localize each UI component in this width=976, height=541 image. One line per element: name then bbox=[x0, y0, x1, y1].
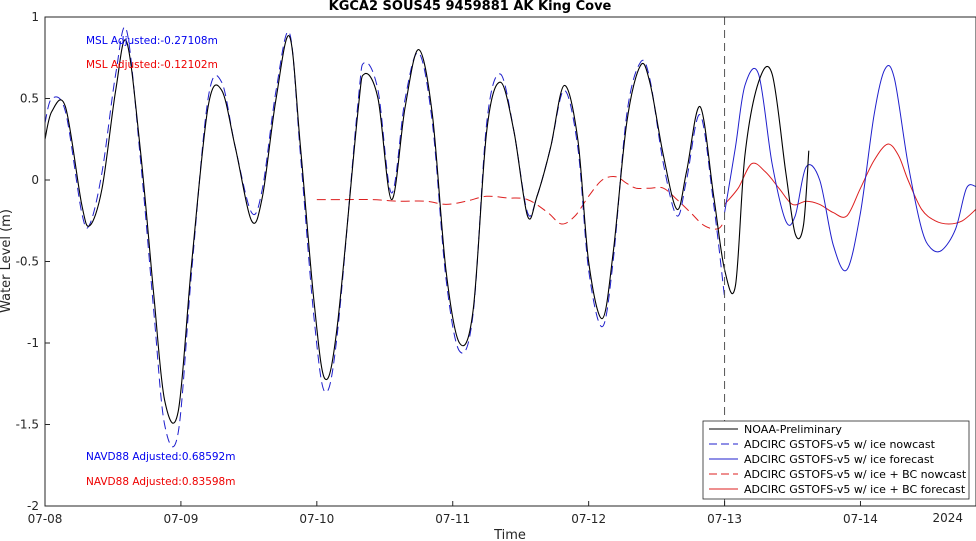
chart-title: KGCA2 SOUS45 9459881 AK King Cove bbox=[329, 0, 612, 14]
y-axis-label: Water Level (m) bbox=[0, 209, 14, 313]
y-tick-label: 0.5 bbox=[20, 92, 39, 106]
year-label: 2024 bbox=[932, 511, 963, 525]
x-tick-label: 07-12 bbox=[571, 512, 606, 526]
x-tick-label: 07-10 bbox=[299, 512, 334, 526]
msl-adjusted-bc-annotation: MSL Adjusted:-0.12102m bbox=[86, 59, 218, 71]
y-tick-label: -0.5 bbox=[16, 255, 39, 269]
legend-label-bc-nowcast: ADCIRC GSTOFS-v5 w/ ice + BC nowcast bbox=[744, 468, 967, 481]
legend-label-noaa: NOAA-Preliminary bbox=[744, 423, 842, 436]
y-tick-label: -2 bbox=[27, 499, 39, 513]
x-tick-label: 07-14 bbox=[843, 512, 878, 526]
axis-ticks: 07-08 07-09 07-10 07-11 07-12 07-13 07-14 1 0.5 0… bbox=[16, 10, 878, 526]
series-layer bbox=[44, 26, 976, 448]
legend-label-bc-forecast: ADCIRC GSTOFS-v5 w/ ice + BC forecast bbox=[744, 483, 966, 496]
series-line-adcirc-gstofs-v5-w-ice-nowcast bbox=[44, 26, 726, 448]
msl-adjusted-nowcast-annotation: MSL Adjusted:-0.27108m bbox=[86, 35, 218, 47]
legend: NOAA-Preliminary ADCIRC GSTOFS-v5 w/ ice… bbox=[702, 420, 970, 500]
x-tick-label: 07-09 bbox=[163, 512, 198, 526]
x-tick-label: 07-13 bbox=[707, 512, 742, 526]
navd88-adjusted-nowcast-annotation: NAVD88 Adjusted:0.68592m bbox=[86, 451, 235, 463]
series-line-adcirc-gstofs-v5-w-ice-forecast bbox=[724, 64, 976, 272]
series-line-adcirc-gstofs-v5-w-ice-bc-nowcast bbox=[316, 176, 726, 230]
y-tick-label: -1 bbox=[27, 336, 39, 350]
legend-label-ice-forecast: ADCIRC GSTOFS-v5 w/ ice forecast bbox=[744, 453, 935, 466]
y-tick-label: -1.5 bbox=[16, 418, 39, 432]
x-axis-label: Time bbox=[493, 528, 526, 541]
series-line-noaa-preliminary bbox=[44, 35, 810, 424]
y-tick-label: 0 bbox=[31, 173, 39, 187]
legend-box bbox=[702, 420, 970, 500]
x-tick-label: 07-11 bbox=[435, 512, 470, 526]
series-line-adcirc-gstofs-v5-w-ice-bc-forecast bbox=[724, 143, 976, 225]
y-tick-label: 1 bbox=[31, 10, 39, 24]
legend-label-ice-nowcast: ADCIRC GSTOFS-v5 w/ ice nowcast bbox=[744, 438, 936, 451]
navd88-adjusted-bc-annotation: NAVD88 Adjusted:0.83598m bbox=[86, 476, 235, 488]
x-tick-label: 07-08 bbox=[28, 512, 63, 526]
